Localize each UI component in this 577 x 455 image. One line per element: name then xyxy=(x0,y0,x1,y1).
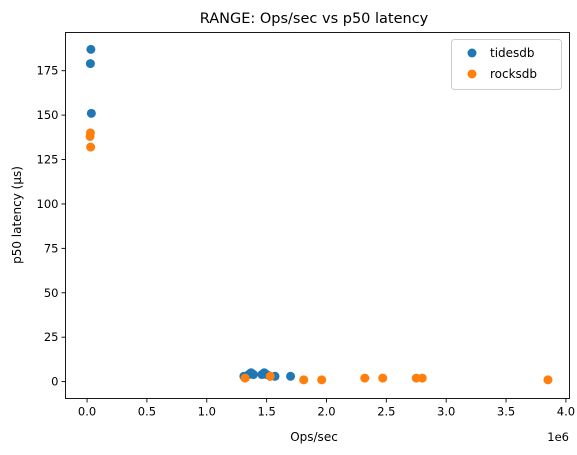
x-tick-label: 2.5 xyxy=(377,405,395,419)
y-tick-label: 150 xyxy=(37,108,59,122)
series-tidesdb xyxy=(85,44,296,381)
x-tick-label: 1.5 xyxy=(257,405,275,419)
data-point-tidesdb xyxy=(286,371,296,381)
legend: tidesdb rocksdb xyxy=(451,39,562,90)
data-point-rocksdb xyxy=(543,375,553,385)
plot-frame xyxy=(65,32,570,399)
legend-marker-tidesdb xyxy=(467,48,477,58)
x-tick-label: 0.0 xyxy=(78,405,96,419)
x-tick-label: 0.5 xyxy=(138,405,156,419)
data-point-rocksdb xyxy=(85,131,95,141)
y-axis-label: p50 latency (µs) xyxy=(10,166,24,264)
y-tick-label: 50 xyxy=(44,286,59,300)
data-point-tidesdb xyxy=(248,370,258,380)
data-point-tidesdb xyxy=(86,108,96,118)
x-axis-label: Ops/sec xyxy=(290,430,338,444)
data-point-rocksdb xyxy=(86,142,96,152)
y-tick-label: 75 xyxy=(44,241,59,255)
legend-label-rocksdb: rocksdb xyxy=(490,67,537,81)
x-axis-offset-label: 1e6 xyxy=(547,430,569,444)
x-tick-label: 2.0 xyxy=(317,405,335,419)
y-tick-label: 175 xyxy=(37,64,59,78)
plot-area xyxy=(85,44,553,385)
x-tick-label: 3.0 xyxy=(437,405,455,419)
x-axis: 0.0 0.5 1.0 1.5 2.0 2.5 3.0 3.5 4.0 xyxy=(78,398,575,419)
data-point-rocksdb xyxy=(360,373,370,383)
data-point-rocksdb xyxy=(265,371,275,381)
data-point-rocksdb xyxy=(299,375,309,385)
legend-box xyxy=(451,39,562,90)
y-tick-label: 125 xyxy=(37,153,59,167)
legend-marker-rocksdb xyxy=(467,69,477,79)
x-tick-label: 4.0 xyxy=(557,405,575,419)
y-tick-label: 100 xyxy=(37,197,59,211)
chart-title: RANGE: Ops/sec vs p50 latency xyxy=(200,11,429,27)
y-tick-label: 25 xyxy=(44,330,59,344)
y-axis: 0 25 50 75 100 125 150 175 xyxy=(37,64,66,389)
y-tick-label: 0 xyxy=(51,375,58,389)
data-point-rocksdb xyxy=(378,373,388,383)
legend-label-tidesdb: tidesdb xyxy=(490,46,535,60)
data-point-tidesdb xyxy=(86,44,96,54)
series-rocksdb xyxy=(85,128,553,385)
data-point-rocksdb xyxy=(317,375,327,385)
data-point-tidesdb xyxy=(85,59,95,69)
x-tick-label: 3.5 xyxy=(497,405,515,419)
data-point-rocksdb xyxy=(417,373,427,383)
data-point-rocksdb xyxy=(240,373,250,383)
x-tick-label: 1.0 xyxy=(198,405,216,419)
